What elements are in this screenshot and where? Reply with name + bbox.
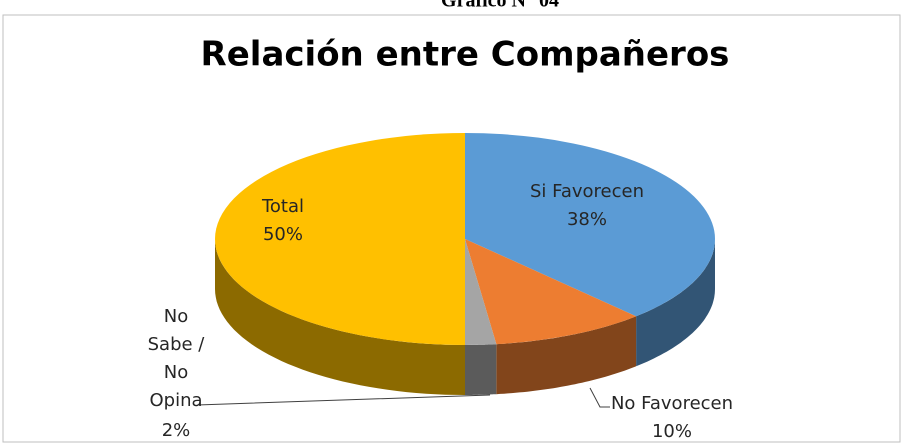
slice — [465, 239, 497, 345]
data-label-value: 38% — [567, 209, 607, 230]
slice-side — [496, 316, 637, 395]
data-label-line: No — [164, 362, 188, 383]
slice-side — [636, 239, 715, 367]
chart-title: Relación entre Compañeros — [201, 35, 730, 75]
chart-header: Gráfico N° 04 — [441, 0, 559, 12]
data-label-name: Total — [261, 196, 304, 217]
data-label-name: No Sabe / No Opina — [148, 306, 206, 411]
slice-side — [215, 239, 465, 395]
slice — [465, 133, 716, 317]
slice — [215, 133, 465, 345]
slice — [465, 239, 637, 345]
data-label-value: 10% — [652, 421, 692, 442]
data-label-value: 50% — [263, 224, 303, 245]
data-label-value: 2% — [162, 420, 191, 441]
leader-line — [589, 387, 610, 408]
data-label-line: Sabe / — [148, 334, 206, 355]
data-label-name: Si Favorecen — [530, 181, 644, 202]
data-label-line: Opina — [149, 390, 202, 411]
data-label-name: No Favorecen — [611, 393, 733, 414]
data-label-line: No — [164, 306, 188, 327]
leader-line — [196, 394, 491, 406]
slice-side — [465, 344, 497, 395]
